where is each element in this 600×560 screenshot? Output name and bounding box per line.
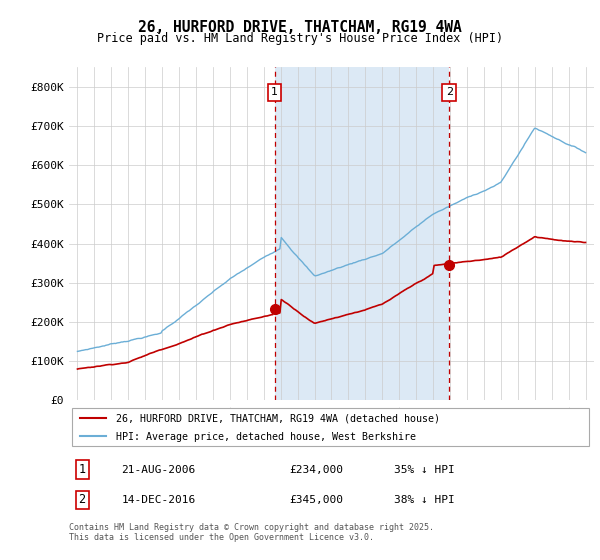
Bar [275,67,449,400]
Text: Price paid vs. HM Land Registry's House Price Index (HPI): Price paid vs. HM Land Registry's House … [97,32,503,45]
Text: HPI: Average price, detached house, West Berkshire: HPI: Average price, detached house, West… [116,432,416,442]
Text: 38% ↓ HPI: 38% ↓ HPI [395,495,455,505]
Text: £234,000: £234,000 [290,465,343,475]
Text: 2: 2 [79,493,86,506]
Text: 26, HURFORD DRIVE, THATCHAM, RG19 4WA (detached house): 26, HURFORD DRIVE, THATCHAM, RG19 4WA (d… [116,414,440,423]
Text: 26, HURFORD DRIVE, THATCHAM, RG19 4WA: 26, HURFORD DRIVE, THATCHAM, RG19 4WA [138,20,462,35]
Text: 21-AUG-2006: 21-AUG-2006 [121,465,196,475]
FancyBboxPatch shape [71,408,589,446]
Text: 35% ↓ HPI: 35% ↓ HPI [395,465,455,475]
Text: 2: 2 [446,87,453,97]
Text: 1: 1 [79,463,86,476]
Text: 1: 1 [271,87,278,97]
Text: Contains HM Land Registry data © Crown copyright and database right 2025.
This d: Contains HM Land Registry data © Crown c… [69,523,434,542]
Text: 14-DEC-2016: 14-DEC-2016 [121,495,196,505]
Text: £345,000: £345,000 [290,495,343,505]
